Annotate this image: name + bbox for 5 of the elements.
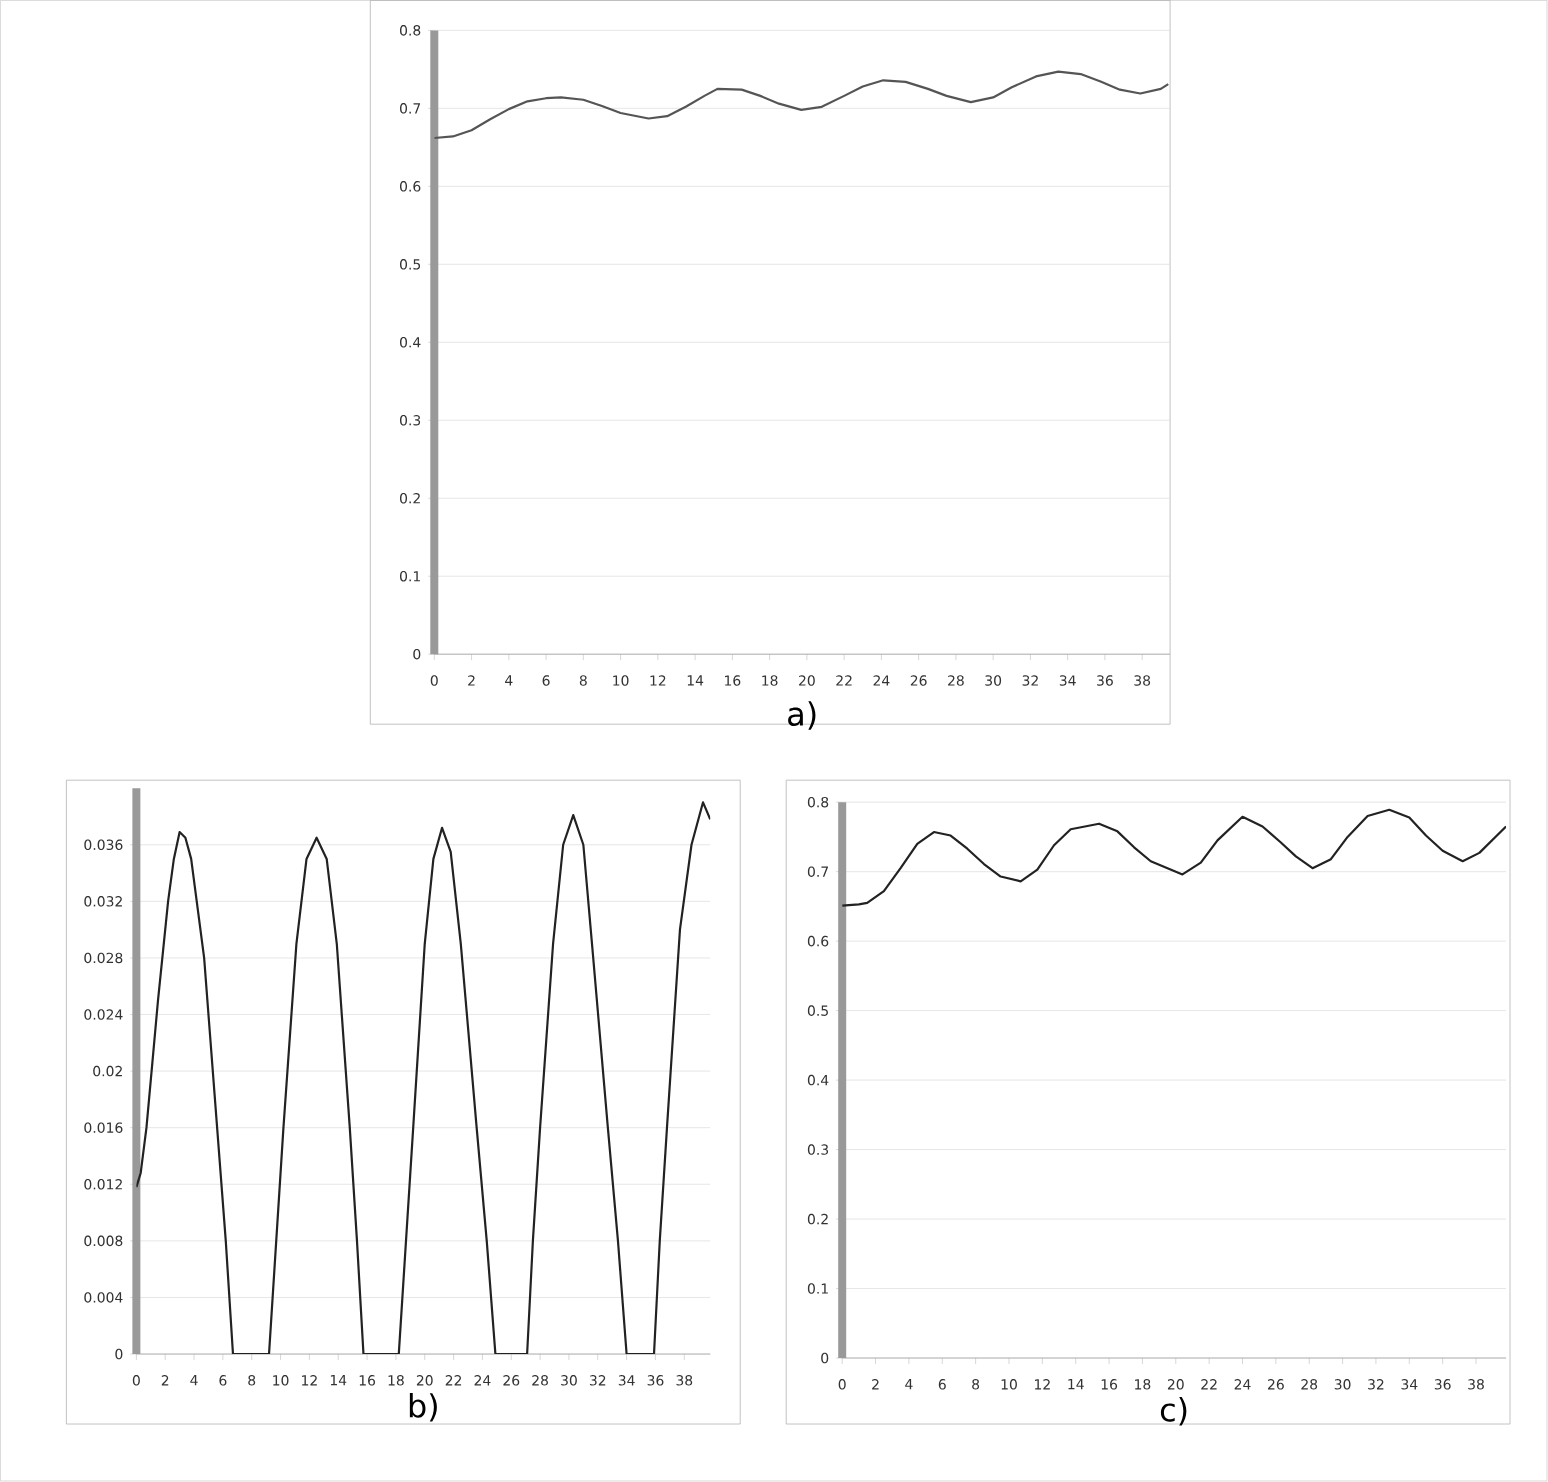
line-series: [434, 70, 1170, 140]
text: c): [1160, 1397, 1187, 1426]
line-series: [842, 808, 1507, 907]
text: b): [409, 1393, 437, 1422]
text: a): [788, 701, 816, 730]
